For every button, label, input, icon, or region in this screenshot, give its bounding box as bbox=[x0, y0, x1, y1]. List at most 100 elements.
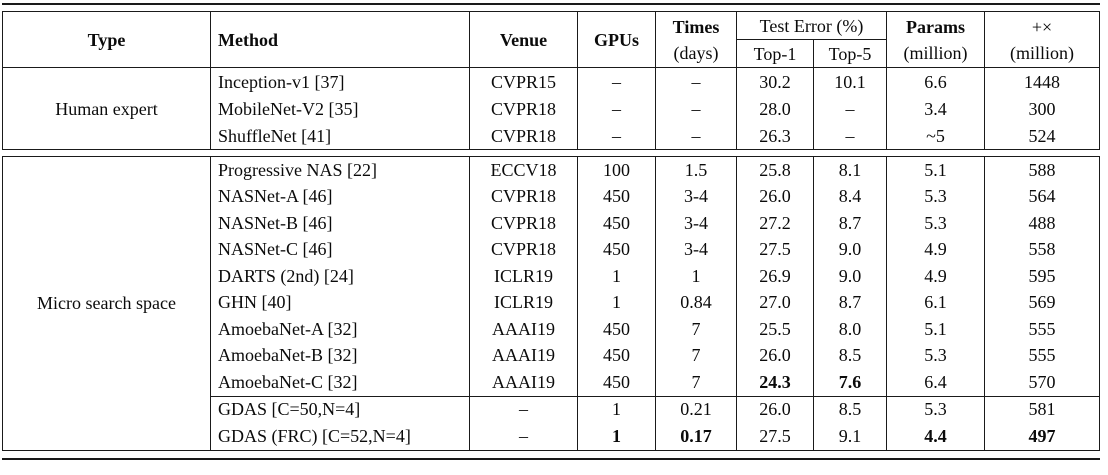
type-cell: Micro search space bbox=[2, 156, 211, 450]
params-cell: 5.3 bbox=[886, 210, 985, 237]
method-cell: Inception-v1 [37] bbox=[210, 67, 470, 95]
top1-cell: 27.0 bbox=[736, 289, 814, 316]
method-cell: DARTS (2nd) [24] bbox=[210, 263, 470, 290]
times-cell: 3-4 bbox=[655, 210, 737, 237]
flops-cell: 497 bbox=[984, 423, 1100, 450]
flops-cell: 581 bbox=[984, 395, 1100, 423]
top5-cell: 9.0 bbox=[813, 236, 887, 263]
venue-cell: CVPR18 bbox=[469, 210, 578, 237]
method-cell: NASNet-A [46] bbox=[210, 183, 470, 210]
top5-cell: 9.0 bbox=[813, 263, 887, 290]
times-cell: 0.84 bbox=[655, 289, 737, 316]
gpus-cell: – bbox=[577, 95, 656, 122]
top5-cell: 10.1 bbox=[812, 67, 888, 95]
method-cell: GDAS [C=50,N=4] bbox=[210, 395, 470, 423]
flops-cell: 488 bbox=[984, 210, 1100, 237]
method-cell: AmoebaNet-A [32] bbox=[210, 316, 470, 343]
method-cell: ShuffleNet [41] bbox=[210, 122, 470, 150]
gpus-cell: – bbox=[577, 122, 656, 150]
gpus-cell: 1 bbox=[577, 423, 656, 450]
params-cell: 5.3 bbox=[886, 342, 985, 369]
table-row: Micro search space Progressive NAS [22] EC… bbox=[2, 156, 1100, 450]
bottom-rule-line bbox=[2, 457, 1100, 460]
top5-cell: 8.1 bbox=[813, 156, 887, 184]
times-cell: – bbox=[655, 122, 737, 150]
params-cell: ~5 bbox=[886, 122, 986, 150]
top1-cell: 26.9 bbox=[736, 263, 814, 290]
times-cell: – bbox=[655, 67, 737, 95]
table-header: Type Method Venue GPUs Times (days) Test… bbox=[2, 11, 1101, 68]
top5-cell: – bbox=[812, 122, 888, 150]
times-cell: 0.17 bbox=[655, 423, 737, 450]
table-micro-search-section: Micro search space Progressive NAS [22] EC… bbox=[2, 156, 1100, 451]
col-header-venue: Venue bbox=[469, 11, 578, 68]
times-cell: 7 bbox=[655, 342, 737, 369]
col-header-top5: Top-5 bbox=[812, 39, 888, 68]
col-header-test-error: Test Error (%) bbox=[735, 11, 888, 40]
gpus-cell: 1 bbox=[577, 289, 656, 316]
gpus-cell: 450 bbox=[577, 183, 656, 210]
params-cell: 6.6 bbox=[886, 67, 986, 95]
times-cell: 3-4 bbox=[655, 236, 737, 263]
flops-cell: 1448 bbox=[984, 67, 1101, 95]
col-header-top1: Top-1 bbox=[736, 39, 814, 68]
top5-cell: 8.7 bbox=[813, 210, 887, 237]
gpus-cell: 450 bbox=[577, 316, 656, 343]
venue-cell: ECCV18 bbox=[469, 156, 578, 184]
top1-cell: 27.5 bbox=[736, 236, 814, 263]
venue-cell: CVPR18 bbox=[469, 183, 578, 210]
venue-cell: AAAI19 bbox=[469, 342, 578, 369]
table-row: ShuffleNet [41] CVPR18– –26.3– ~5 524 bbox=[3, 122, 1101, 150]
venue-cell: – bbox=[469, 395, 578, 423]
table-row: Human expert Inception-v1 [37] CVPR15– –30.… bbox=[2, 67, 1101, 150]
table-row: DARTS (2nd) [24] ICLR19 1 1 26.9 9.0 4.9 595 bbox=[3, 263, 1100, 290]
top-rule-line bbox=[2, 3, 1100, 5]
gpus-cell: 1 bbox=[577, 263, 656, 290]
params-cell: 4.9 bbox=[886, 236, 985, 263]
flops-cell: 564 bbox=[984, 183, 1100, 210]
flops-cell: 555 bbox=[984, 342, 1100, 369]
venue-cell: CVPR18 bbox=[469, 95, 578, 122]
gpus-cell: 450 bbox=[577, 210, 656, 237]
method-cell: GHN [40] bbox=[210, 289, 470, 316]
table-row: NASNet-C [46] CVPR18 450 3-4 27.5 9.0 4.9 558 bbox=[3, 236, 1100, 263]
flops-cell: 569 bbox=[984, 289, 1100, 316]
top1-cell: 26.0 bbox=[736, 183, 814, 210]
top5-cell: 8.7 bbox=[813, 289, 887, 316]
table-row: GHN [40] ICLR19 1 0.84 27.0 8.7 6.1 569 bbox=[3, 289, 1100, 316]
col-header-flops: +× (million) bbox=[984, 11, 1101, 68]
table-row: GDAS (FRC) [C=52,N=4] –1 0.17 27.5 9.1 4.4 497 bbox=[3, 423, 1100, 450]
table-row: AmoebaNet-C [32] AAAI19 450 7 24.3 7.6 6.4 570 bbox=[3, 369, 1100, 396]
params-cell: 5.1 bbox=[886, 316, 985, 343]
times-unit-label: (days) bbox=[673, 42, 719, 63]
times-cell: 3-4 bbox=[655, 183, 737, 210]
method-cell: AmoebaNet-B [32] bbox=[210, 342, 470, 369]
table-row: NASNet-A [46] CVPR18 450 3-4 26.0 8.4 5.3 564 bbox=[3, 183, 1100, 210]
flops-cell: 570 bbox=[984, 369, 1100, 396]
params-cell: 4.4 bbox=[886, 423, 985, 450]
params-label: Params bbox=[906, 16, 965, 37]
venue-cell: – bbox=[469, 423, 578, 450]
top5-cell: 9.1 bbox=[813, 423, 887, 450]
venue-cell: ICLR19 bbox=[469, 263, 578, 290]
venue-cell: ICLR19 bbox=[469, 289, 578, 316]
top1-cell: 27.5 bbox=[736, 423, 814, 450]
col-header-params: Params (million) bbox=[886, 11, 986, 68]
venue-cell: AAAI19 bbox=[469, 369, 578, 396]
flops-cell: 524 bbox=[984, 122, 1101, 150]
col-header-method: Method bbox=[210, 11, 470, 68]
table-row: GDAS [C=50,N=4] –1 0.21 26.0 8.5 5.3 581 bbox=[3, 395, 1100, 423]
top1-cell: 26.0 bbox=[736, 395, 814, 423]
results-table: Type Method Venue GPUs Times (days) Test… bbox=[2, 3, 1101, 460]
type-cell: Human expert bbox=[2, 67, 211, 150]
top1-cell: 25.8 bbox=[736, 156, 814, 184]
table-row: AmoebaNet-A [32] AAAI19 450 7 25.5 8.0 5.1 555 bbox=[3, 316, 1100, 343]
col-header-type: Type bbox=[2, 11, 211, 68]
top1-cell: 25.5 bbox=[736, 316, 814, 343]
top5-cell: 8.4 bbox=[813, 183, 887, 210]
method-cell: NASNet-B [46] bbox=[210, 210, 470, 237]
method-cell: NASNet-C [46] bbox=[210, 236, 470, 263]
micro-search-section-body: Micro search space Progressive NAS [22] EC… bbox=[2, 156, 1100, 450]
table-row: AmoebaNet-B [32] AAAI19 450 7 26.0 8.5 5.3 555 bbox=[3, 342, 1100, 369]
method-cell: MobileNet-V2 [35] bbox=[210, 95, 470, 122]
